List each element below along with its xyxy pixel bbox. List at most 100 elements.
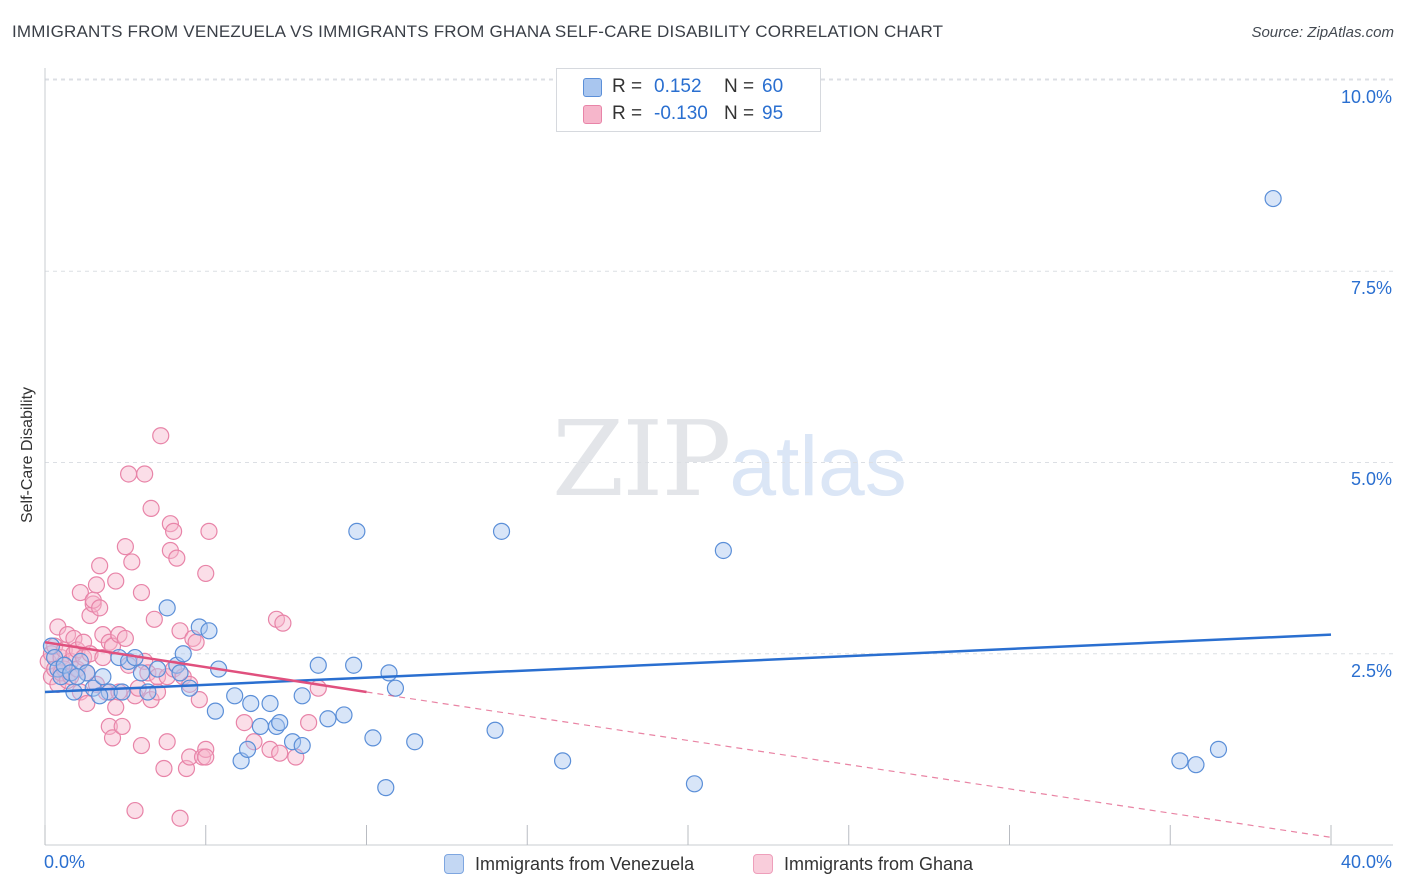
ghana-point [171,809,189,827]
watermark-zip: ZIP [552,398,731,520]
ghana-point [136,465,154,483]
legend-row-ghana: R = -0.130 N = 95 [583,102,783,126]
venezuela-point [148,660,167,678]
ghana-point [116,538,134,556]
ghana-point [107,572,125,590]
trend-layer [44,633,1332,838]
venezuela-point [380,664,398,682]
venezuela-trend-line [44,633,1332,694]
y-tick-label-2-5: 2.5% [1350,661,1392,681]
ghana-point [91,599,109,617]
legend-r-value: 0.152 [654,76,702,97]
ghana-point [197,748,215,766]
venezuela-point [206,702,224,720]
venezuela-point [1209,740,1228,758]
ghana-point [139,664,157,682]
y-tick-label-10: 10.0% [1340,87,1392,107]
ghana-point [300,713,318,732]
venezuela-point [200,622,218,640]
ghana-point [126,801,144,820]
venezuela-point [554,752,572,770]
ghana-point [87,576,106,594]
ghana-point [171,622,189,640]
venezuela-point [406,733,424,751]
venezuela-point [1171,752,1189,770]
venezuela-point [94,668,112,686]
venezuela-point [1187,756,1205,774]
venezuela-point [714,541,732,560]
ghana-point [132,736,151,755]
ghana-point [165,522,183,540]
ghana-point [158,733,176,751]
venezuela-point [364,729,382,747]
legend-n-value: 60 [762,76,784,97]
ghana-point [113,717,131,736]
ghana-point [142,499,160,517]
venezuela-point [345,656,363,674]
legend-n-label: N = [724,76,755,97]
ghana-point [71,583,89,602]
grid-layer [45,78,1393,655]
ghana-points-layer [39,427,327,827]
bottom-legend-label-ghana: Immigrants from Ghana [784,853,974,874]
venezuela-point [386,679,405,697]
ghana-point [107,698,125,716]
correlation-legend: R = 0.152 N = 60 R = -0.130 N = 95 [556,68,821,132]
venezuela-point [251,717,270,736]
chart-title: IMMIGRANTS FROM VENEZUELA VS IMMIGRANTS … [12,22,944,41]
venezuela-point [1264,189,1282,208]
venezuela-point [174,645,192,663]
legend-swatch-venezuela [583,77,602,97]
venezuela-point [238,740,257,758]
bottom-legend-ghana: Immigrants from Ghana [753,851,973,877]
venezuela-point [91,687,109,705]
bottom-legend-swatch-ghana [753,854,773,874]
ghana-point [190,691,208,709]
ghana-point [119,465,138,483]
venezuela-point [68,668,86,686]
venezuela-point [283,733,302,751]
venezuela-point [113,683,131,701]
venezuela-point [181,679,199,697]
ghana-point [168,549,186,567]
legend-n-value: 95 [762,103,784,124]
venezuela-point [190,618,208,636]
legend-r-value: -0.130 [654,103,708,124]
ghana-point [261,740,279,758]
ghana-point [78,694,96,713]
venezuela-point [492,522,511,540]
ghana-point [197,564,215,583]
source-label: Source: ZipAtlas.com [1251,24,1394,41]
y-tick-label-5: 5.0% [1350,469,1392,489]
ghana-point [152,427,170,445]
ghana-point [145,610,163,628]
ghana-point [274,614,292,632]
y-tick-label-7-5: 7.5% [1350,278,1392,298]
ghana-point [123,553,141,571]
venezuela-point [685,775,704,793]
ghana-point [235,713,253,732]
venezuela-point [132,664,151,682]
venezuela-point [242,694,260,713]
venezuela-point [377,779,395,797]
legend-n-label: N = [724,103,755,124]
venezuela-points-layer [42,189,1282,797]
venezuela-point [348,522,366,540]
watermark: ZIPatlas [552,398,907,520]
venezuela-point [158,599,176,617]
venezuela-point [335,706,353,724]
venezuela-point [309,656,327,674]
ghana-point [91,557,109,575]
axis-layer [44,68,1393,846]
ghana-point [200,522,218,540]
ghana-point [155,759,173,778]
ghana-point [187,633,205,651]
legend-row-venezuela: R = 0.152 N = 60 [583,75,783,99]
venezuela-point [78,664,96,682]
venezuela-point [261,694,279,713]
venezuela-point [319,710,337,728]
x-tick-label-max: 40.0% [1340,852,1392,872]
legend-r-label: R = [612,103,643,124]
ghana-trend-line [44,641,367,694]
